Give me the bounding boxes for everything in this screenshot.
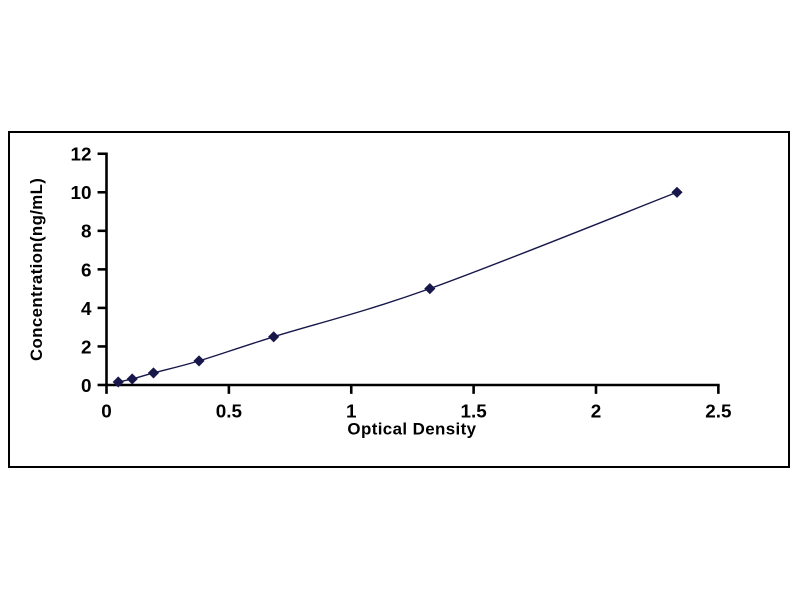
y-tick-label-4: 8 [81,221,92,242]
axis-lines [105,152,720,387]
y-axis-ticks [97,152,107,387]
data-point-5 [424,283,436,295]
x-tick-label-4: 2 [591,401,602,422]
x-tick-label-2: 1 [346,401,357,422]
y-axis-title: Concentration(ng/mL) [27,178,46,361]
data-point-6 [671,186,683,198]
series-line-standard-curve [118,191,678,383]
x-tick-label-5: 2.5 [705,401,731,422]
x-axis-tick-labels: 0 0.5 1 1.5 2 2.5 [101,401,731,422]
x-axis-title: Optical Density [347,419,476,438]
data-point-0 [112,376,124,388]
data-point-3 [193,355,205,367]
data-point-4 [268,331,280,343]
y-tick-label-6: 12 [71,144,92,165]
y-tick-label-5: 10 [71,182,92,203]
data-point-1 [126,373,138,385]
y-axis-tick-labels: 0 2 4 6 8 10 12 [71,144,93,396]
standard-curve-chart: 0 2 4 6 8 10 12 0 0.5 1 1.5 2 2.5 Optical Density C… [27,144,732,439]
y-tick-label-0: 0 [81,375,92,396]
y-tick-label-3: 6 [81,259,92,280]
y-tick-label-1: 2 [81,336,92,357]
figure-border: 0 2 4 6 8 10 12 0 0.5 1 1.5 2 2.5 Optical Density C… [8,131,790,468]
x-tick-label-1: 0.5 [216,401,242,422]
y-tick-label-2: 4 [81,298,92,319]
data-point-2 [147,367,160,379]
x-tick-label-3: 1.5 [460,401,486,422]
x-axis-ticks [105,384,720,394]
x-tick-label-0: 0 [101,401,112,422]
series-markers-standard-curve [112,186,683,388]
